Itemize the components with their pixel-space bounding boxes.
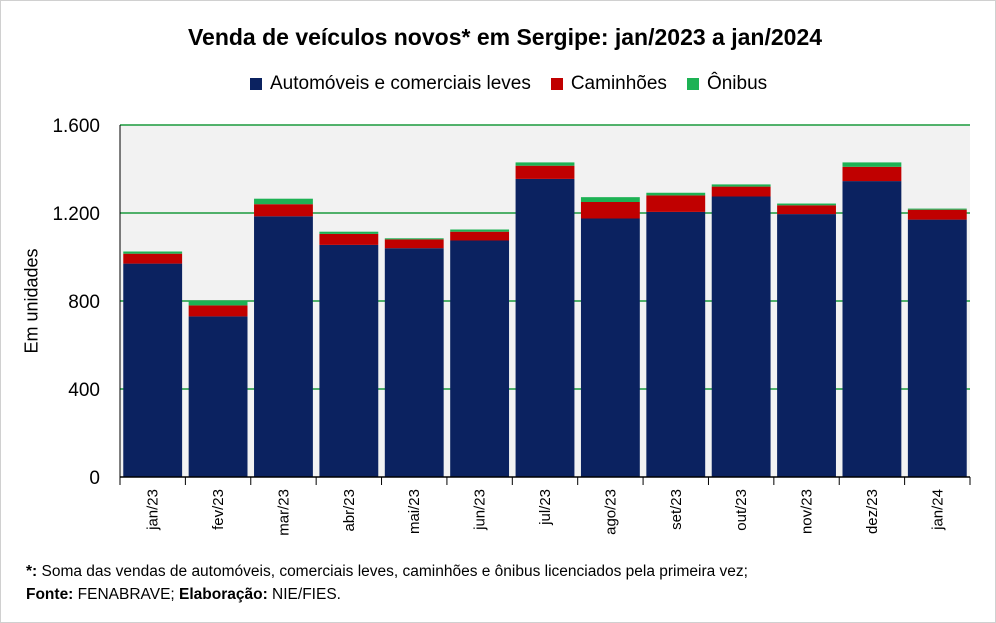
bar-automoveis bbox=[907, 219, 967, 477]
x-tick-label: dez/23 bbox=[864, 489, 881, 534]
bar-caminhoes bbox=[907, 209, 967, 220]
bar-automoveis bbox=[777, 214, 836, 477]
bar-automoveis bbox=[515, 178, 575, 477]
legend-label-onibus: Ônibus bbox=[706, 73, 768, 94]
bar-onibus bbox=[188, 301, 248, 306]
bar-onibus bbox=[515, 162, 575, 166]
footnote-elaboration-text: NIE/FIES. bbox=[267, 586, 341, 603]
x-tick-label: jul/23 bbox=[537, 489, 554, 526]
x-tick-label: nov/23 bbox=[799, 489, 816, 534]
footnote-source-label: Fonte: bbox=[26, 586, 74, 603]
bar-caminhoes bbox=[188, 305, 248, 317]
bar-caminhoes bbox=[580, 202, 640, 219]
bar-onibus bbox=[450, 229, 510, 232]
footnote-definition-text: Soma das vendas de automóveis, comerciai… bbox=[37, 563, 748, 580]
bar-onibus bbox=[123, 251, 183, 254]
bar-onibus bbox=[777, 203, 836, 206]
chart-legend: Automóveis e comerciais leves Caminhões … bbox=[250, 73, 850, 95]
bar-onibus bbox=[384, 238, 444, 240]
x-tick-label: jun/23 bbox=[472, 489, 489, 531]
bar-caminhoes bbox=[515, 165, 575, 179]
legend-swatch-caminhoes bbox=[550, 78, 563, 90]
bar-automoveis bbox=[842, 181, 902, 477]
bar-caminhoes bbox=[842, 166, 902, 182]
bar-onibus bbox=[711, 184, 771, 187]
bar-caminhoes bbox=[777, 205, 836, 215]
bar-automoveis bbox=[646, 211, 706, 477]
x-tick-label: jan/23 bbox=[145, 489, 162, 531]
legend-item-caminhoes: Caminhões bbox=[550, 73, 667, 95]
bar-caminhoes bbox=[123, 253, 183, 264]
x-tick-label: jan/24 bbox=[929, 489, 946, 531]
y-tick-label: 800 bbox=[68, 292, 100, 313]
footnote-definition: *: Soma das vendas de automóveis, comerc… bbox=[26, 563, 748, 581]
x-tick-label: mai/23 bbox=[406, 489, 423, 534]
y-tick-label: 0 bbox=[89, 468, 100, 489]
y-tick-label: 1.600 bbox=[52, 116, 100, 137]
footnote-mark: *: bbox=[26, 563, 38, 580]
bar-onibus bbox=[319, 231, 379, 234]
x-tick-label: out/23 bbox=[733, 489, 750, 531]
bar-automoveis bbox=[123, 263, 183, 477]
legend-label-automoveis: Automóveis e comerciais leves bbox=[270, 73, 531, 94]
bar-automoveis bbox=[580, 218, 640, 477]
bar-caminhoes bbox=[384, 239, 444, 249]
footnote-source-text: FENABRAVE; bbox=[73, 586, 180, 603]
bar-caminhoes bbox=[711, 186, 771, 197]
bar-automoveis bbox=[254, 216, 313, 478]
legend-label-caminhoes: Caminhões bbox=[570, 73, 667, 94]
bar-automoveis bbox=[384, 248, 444, 477]
bar-caminhoes bbox=[450, 231, 510, 241]
bar-onibus bbox=[646, 192, 706, 196]
bar-caminhoes bbox=[646, 195, 706, 212]
bar-onibus bbox=[580, 197, 640, 202]
legend-item-automoveis: Automóveis e comerciais leves bbox=[250, 73, 531, 95]
bar-automoveis bbox=[188, 316, 248, 477]
x-tick-label: ago/23 bbox=[602, 489, 619, 535]
footnote-elaboration-label: Elaboração: bbox=[179, 586, 268, 603]
footnote-source: Fonte: FENABRAVE; Elaboração: NIE/FIES. bbox=[26, 586, 341, 604]
legend-swatch-automoveis bbox=[250, 78, 262, 90]
legend-swatch-onibus bbox=[686, 78, 699, 90]
bar-caminhoes bbox=[319, 233, 379, 245]
bar-onibus bbox=[907, 208, 967, 210]
bar-automoveis bbox=[450, 240, 510, 477]
y-tick-label: 400 bbox=[68, 380, 100, 401]
bar-automoveis bbox=[711, 196, 771, 477]
bar-onibus bbox=[254, 198, 313, 205]
x-tick-label: fev/23 bbox=[210, 489, 227, 530]
x-tick-label: mar/23 bbox=[275, 489, 292, 536]
y-tick-label: 1.200 bbox=[52, 204, 100, 225]
bar-onibus bbox=[842, 162, 902, 167]
bar-caminhoes bbox=[254, 204, 313, 217]
x-tick-label: abr/23 bbox=[341, 489, 358, 532]
x-tick-label: set/23 bbox=[668, 489, 685, 530]
bar-automoveis bbox=[319, 244, 379, 477]
legend-item-onibus: Ônibus bbox=[686, 73, 768, 95]
chart-title: Venda de veículos novos* em Sergipe: jan… bbox=[187, 24, 823, 50]
